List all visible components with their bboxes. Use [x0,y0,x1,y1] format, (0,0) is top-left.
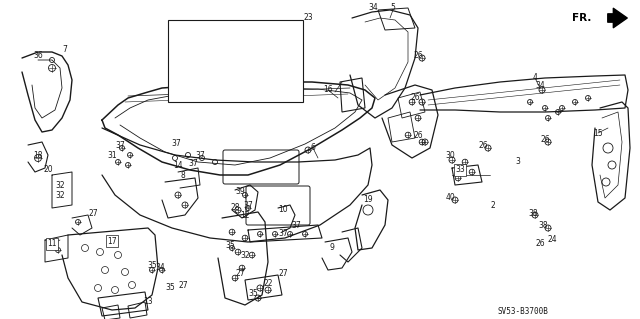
Text: 11: 11 [47,240,57,249]
Text: 26: 26 [413,130,423,139]
Text: 22: 22 [263,278,273,287]
Text: 37: 37 [291,221,301,231]
Text: 29: 29 [273,88,283,98]
Text: 14: 14 [173,160,183,169]
Text: 37: 37 [188,159,198,167]
Text: 26: 26 [535,239,545,248]
Text: 32: 32 [240,251,250,261]
Text: 4: 4 [532,73,538,83]
Text: 27: 27 [278,269,288,278]
Text: 35: 35 [165,284,175,293]
Text: 36: 36 [33,51,43,61]
Text: 9: 9 [330,243,335,253]
Text: 6: 6 [310,144,316,152]
Text: 19: 19 [363,196,373,204]
Text: 17: 17 [107,236,117,246]
Text: 31: 31 [107,151,117,160]
Text: 3: 3 [516,158,520,167]
Text: 37: 37 [171,138,181,147]
Text: 1: 1 [195,27,200,36]
Text: 13: 13 [143,298,153,307]
Text: 18: 18 [33,151,43,160]
Text: 37: 37 [195,152,205,160]
Text: 25: 25 [210,69,220,78]
Text: 27: 27 [178,280,188,290]
Text: 37: 37 [278,228,288,238]
Text: 26: 26 [478,140,488,150]
Text: 27: 27 [88,209,98,218]
Text: 2: 2 [491,201,495,210]
Text: 38: 38 [528,209,538,218]
Text: 33: 33 [455,166,465,174]
Text: 35: 35 [147,262,157,271]
Text: 16: 16 [323,85,333,94]
Text: 15: 15 [593,129,603,137]
Text: 34: 34 [368,4,378,12]
Text: 10: 10 [278,205,288,214]
Text: 26: 26 [410,93,420,102]
Text: 28: 28 [230,204,240,212]
Text: 35: 35 [248,288,258,298]
Text: 5: 5 [390,4,396,12]
Text: 37: 37 [243,202,253,211]
Text: 34: 34 [535,81,545,91]
Text: 8: 8 [180,170,186,180]
Text: 24: 24 [547,235,557,244]
Text: 20: 20 [43,166,53,174]
Bar [168,20,303,102]
Text: 12: 12 [240,211,250,220]
Text: 39: 39 [235,188,245,197]
Text: FR.: FR. [572,13,591,23]
Text: 34: 34 [155,263,165,272]
Text: 32: 32 [55,191,65,201]
Text: 26: 26 [540,136,550,145]
Text: 27: 27 [235,269,245,278]
Text: 21: 21 [233,76,243,85]
Text: 23: 23 [303,13,313,23]
Text: 7: 7 [63,46,67,55]
Text: 38: 38 [538,221,548,231]
FancyArrowPatch shape [608,8,627,28]
Text: 40: 40 [445,194,455,203]
Text: SV53-B3700B: SV53-B3700B [498,308,549,316]
Text: 30: 30 [445,151,455,160]
Text: 26: 26 [413,51,423,61]
Text: 37: 37 [115,142,125,151]
Text: 32: 32 [55,181,65,189]
Text: 35: 35 [225,241,235,250]
